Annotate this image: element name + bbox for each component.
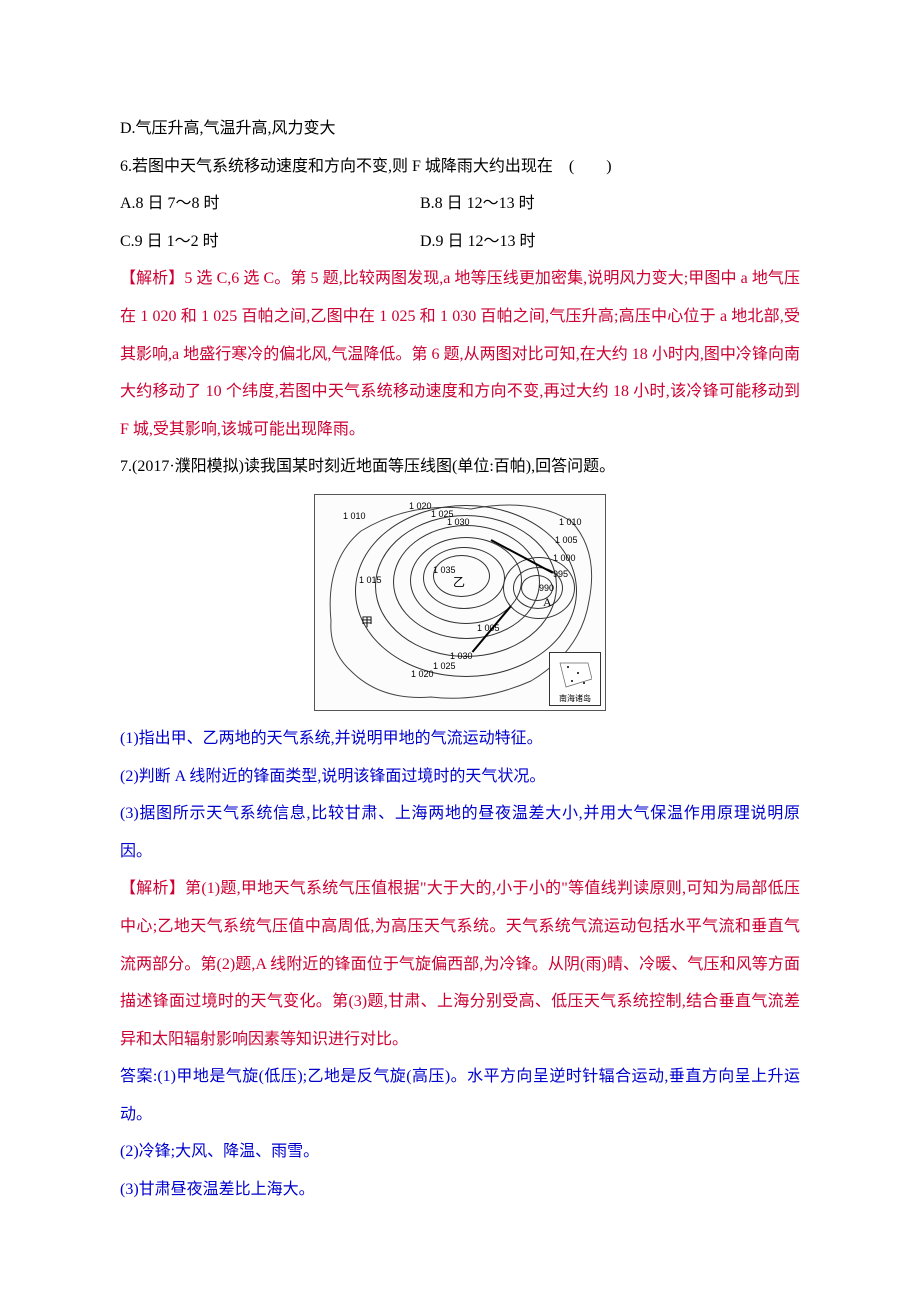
isobar-label: 1 030 (447, 517, 470, 527)
answer-1: 答案:(1)甲地是气旋(低压);乙地是反气旋(高压)。水平方向呈逆时针辐合运动,… (120, 1058, 800, 1133)
q6-options-row-1: A.8 日 7～8 时 B.8 日 12～13 时 (120, 185, 800, 223)
isobar-label: 1 010 (343, 511, 366, 521)
q6-options-row-2: C.9 日 1～2 时 D.9 日 12～13 时 (120, 223, 800, 261)
q5-option-d: D.气压升高,气温升高,风力变大 (120, 110, 800, 148)
q7-sub2: (2)判断 A 线附近的锋面类型,说明该锋面过境时的天气状况。 (120, 758, 800, 796)
isobar-label: 1 015 (359, 575, 382, 585)
isobar-label: 995 (553, 569, 568, 579)
q7-stem: 7.(2017·濮阳模拟)读我国某时刻近地面等压线图(单位:百帕),回答问题。 (120, 448, 800, 486)
isobar-label: 1 000 (553, 553, 576, 563)
document-page: D.气压升高,气温升高,风力变大 6.若图中天气系统移动速度和方向不变,则 F … (0, 0, 920, 1302)
analysis-7: 【解析】第(1)题,甲地天气系统气压值根据"大于大的,小于小的"等值线判读原则,… (120, 870, 800, 1058)
isobar-label: 1 030 (450, 651, 473, 661)
inset-map: 南海诸岛 (549, 652, 601, 706)
answer-3: (3)甘肃昼夜温差比上海大。 (120, 1171, 800, 1209)
q6-option-d: D.9 日 12～13 时 (420, 223, 800, 261)
inset-dots (558, 661, 592, 689)
map-point-yi: 乙 (453, 573, 465, 590)
isobar-label: 1 005 (555, 535, 578, 545)
map-point-jia: 甲 (361, 613, 373, 630)
isobar-label: 1 010 (559, 517, 582, 527)
map-point-a: A (543, 595, 552, 610)
q7-sub3: (3)据图所示天气系统信息,比较甘肃、上海两地的昼夜温差大小,并用大气保温作用原… (120, 795, 800, 870)
isobar-label: 1 020 (411, 669, 434, 679)
inset-label: 南海诸岛 (550, 693, 600, 704)
q6-option-a: A.8 日 7～8 时 (120, 185, 420, 223)
isobar-label: 1 020 (409, 501, 432, 511)
figure-container: 1 0101 0151 0201 0251 0301 0351 0101 005… (120, 494, 800, 716)
isobar-label: 1 025 (433, 661, 456, 671)
analysis-5-6: 【解析】5 选 C,6 选 C。第 5 题,比较两图发现,a 地等压线更加密集,… (120, 260, 800, 448)
q7-sub1: (1)指出甲、乙两地的天气系统,并说明甲地的气流运动特征。 (120, 720, 800, 758)
answer-2: (2)冷锋;大风、降温、雨雪。 (120, 1133, 800, 1171)
isobar-map-figure: 1 0101 0151 0201 0251 0301 0351 0101 005… (314, 494, 606, 711)
q6-option-c: C.9 日 1～2 时 (120, 223, 420, 261)
isobar-label: 990 (539, 583, 554, 593)
q6-stem: 6.若图中天气系统移动速度和方向不变,则 F 城降雨大约出现在 ( ) (120, 148, 800, 186)
q6-option-b: B.8 日 12～13 时 (420, 185, 800, 223)
